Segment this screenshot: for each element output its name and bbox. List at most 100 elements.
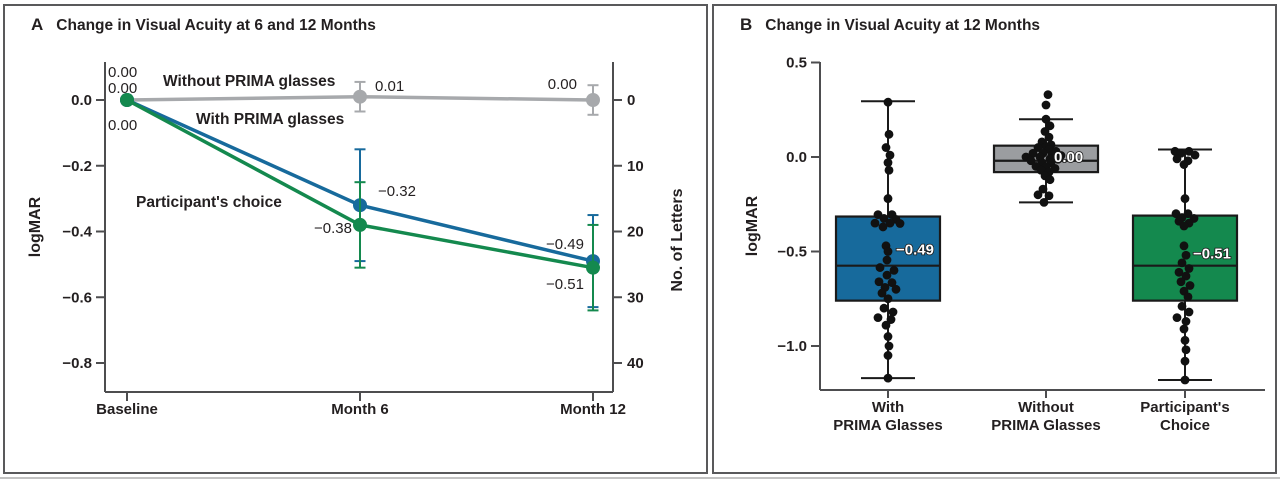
- b-x-category-label: Choice: [1160, 417, 1210, 434]
- data-point: [586, 260, 600, 275]
- scatter-point: [1179, 160, 1189, 169]
- data-point: [353, 217, 367, 232]
- scatter-point: [883, 332, 893, 341]
- series-name-label: Without PRIMA glasses: [163, 73, 335, 90]
- scatter-point: [887, 278, 897, 288]
- scatter-point: [873, 313, 883, 323]
- scatter-point: [1181, 317, 1191, 326]
- point-value-label: −0.32: [378, 183, 416, 200]
- mean-value-label: −0.49: [896, 242, 934, 259]
- mean-value-label: −0.51: [1193, 245, 1231, 262]
- scatter-point: [1026, 156, 1036, 166]
- scatter-point: [1181, 271, 1191, 281]
- a-left-tick-label: −0.8: [62, 355, 92, 372]
- a-x-category-label: Month 12: [560, 401, 626, 418]
- scatter-point: [875, 263, 885, 272]
- series-name-label: With PRIMA glasses: [196, 111, 344, 128]
- b-y-tick-label: 0.5: [786, 55, 807, 72]
- b-x-category-label: Participant's: [1140, 399, 1229, 416]
- scatter-point: [1183, 292, 1193, 302]
- a-x-category-label: Baseline: [96, 401, 158, 418]
- panel-b-title: Change in Visual Acuity at 12 Months: [765, 17, 1041, 34]
- a-right-tick-label: 20: [627, 224, 644, 241]
- scatter-point: [1180, 375, 1190, 385]
- a-ylabel-right: No. of Letters: [669, 188, 686, 291]
- scatter-point: [884, 341, 894, 351]
- a-ylabel-left: logMAR: [27, 196, 44, 257]
- a-left-tick-label: 0.0: [71, 92, 92, 109]
- scatter-point: [1177, 258, 1187, 268]
- scatter-point: [1043, 90, 1053, 100]
- scatter-point: [1038, 184, 1048, 194]
- scatter-point: [883, 247, 893, 256]
- scatter-point: [883, 294, 893, 304]
- scatter-point: [1180, 335, 1190, 345]
- series-name-label: Participant's choice: [136, 194, 282, 211]
- scatter-point: [884, 129, 894, 139]
- scatter-point: [885, 150, 895, 160]
- panel-a-title: Change in Visual Acuity at 6 and 12 Mont…: [56, 17, 376, 34]
- series-participant-s-choice: 0.00 −0.38 −0.51 Participant's choice: [108, 93, 600, 312]
- a-left-tick-label: −0.2: [62, 158, 92, 175]
- scatter-point: [1174, 267, 1184, 277]
- scatter-point: [1044, 191, 1054, 201]
- point-value-label: 0.00: [108, 64, 137, 81]
- next-panel-top-border: [0, 477, 1280, 479]
- panel-a-header: A Change in Visual Acuity at 6 and 12 Mon…: [31, 15, 376, 35]
- scatter-point: [1172, 313, 1182, 323]
- scatter-point: [1177, 301, 1187, 311]
- a-right-tick-label: 10: [627, 158, 644, 175]
- point-value-label: 0.00: [548, 76, 577, 93]
- b-ylabel: logMAR: [744, 195, 761, 256]
- scatter-point: [888, 307, 898, 317]
- panel-b-letter: B: [740, 15, 753, 34]
- scatter-point: [885, 218, 895, 228]
- point-value-label: 0.00: [108, 80, 137, 97]
- scatter-point: [882, 255, 892, 265]
- b-x-category-label: With: [872, 399, 904, 416]
- scatter-point: [886, 315, 896, 324]
- data-point: [120, 93, 134, 107]
- scatter-point: [877, 288, 887, 298]
- scatter-point: [884, 165, 894, 175]
- scatter-point: [891, 284, 901, 294]
- scatter-point: [1179, 221, 1189, 231]
- scatter-point: [883, 351, 893, 360]
- scatter-point: [1184, 307, 1194, 317]
- point-value-label: 0.01: [375, 78, 404, 95]
- scatter-point: [1028, 148, 1038, 158]
- scatter-point: [883, 97, 893, 107]
- a-right-tick-label: 40: [627, 355, 644, 372]
- scatter-point: [881, 143, 891, 152]
- scatter-point: [1176, 277, 1186, 287]
- scatter-point: [1041, 100, 1051, 110]
- scatter-point: [1033, 143, 1043, 152]
- series-without-prima-glasses: 0.00 0.01 0.00 Without PRIMA glasses: [108, 73, 600, 116]
- scatter-point: [883, 158, 893, 168]
- scatter-point: [1179, 241, 1189, 251]
- scatter-point: [878, 222, 888, 232]
- scatter-point: [881, 320, 891, 330]
- b-x-category-label: Without: [1018, 399, 1074, 416]
- scatter-point: [1041, 114, 1051, 124]
- data-point: [353, 89, 367, 104]
- panel-b-header: B Change in Visual Acuity at 12 Months: [740, 15, 1040, 35]
- a-right-tick-label: 30: [627, 289, 644, 306]
- b-x-category-label: PRIMA Glasses: [833, 417, 943, 434]
- scatter-point: [1181, 250, 1191, 260]
- scatter-point: [1053, 154, 1063, 164]
- scatter-point: [879, 303, 889, 313]
- scatter-point: [883, 194, 893, 203]
- scatter-point: [1179, 324, 1189, 334]
- b-y-tick-label: 0.0: [786, 149, 807, 166]
- a-x-category-label: Month 6: [331, 401, 389, 418]
- a-left-tick-label: −0.4: [62, 224, 92, 241]
- scatter-point: [1180, 356, 1190, 366]
- scatter-point: [895, 219, 905, 228]
- a-left-tick-label: −0.6: [62, 289, 92, 306]
